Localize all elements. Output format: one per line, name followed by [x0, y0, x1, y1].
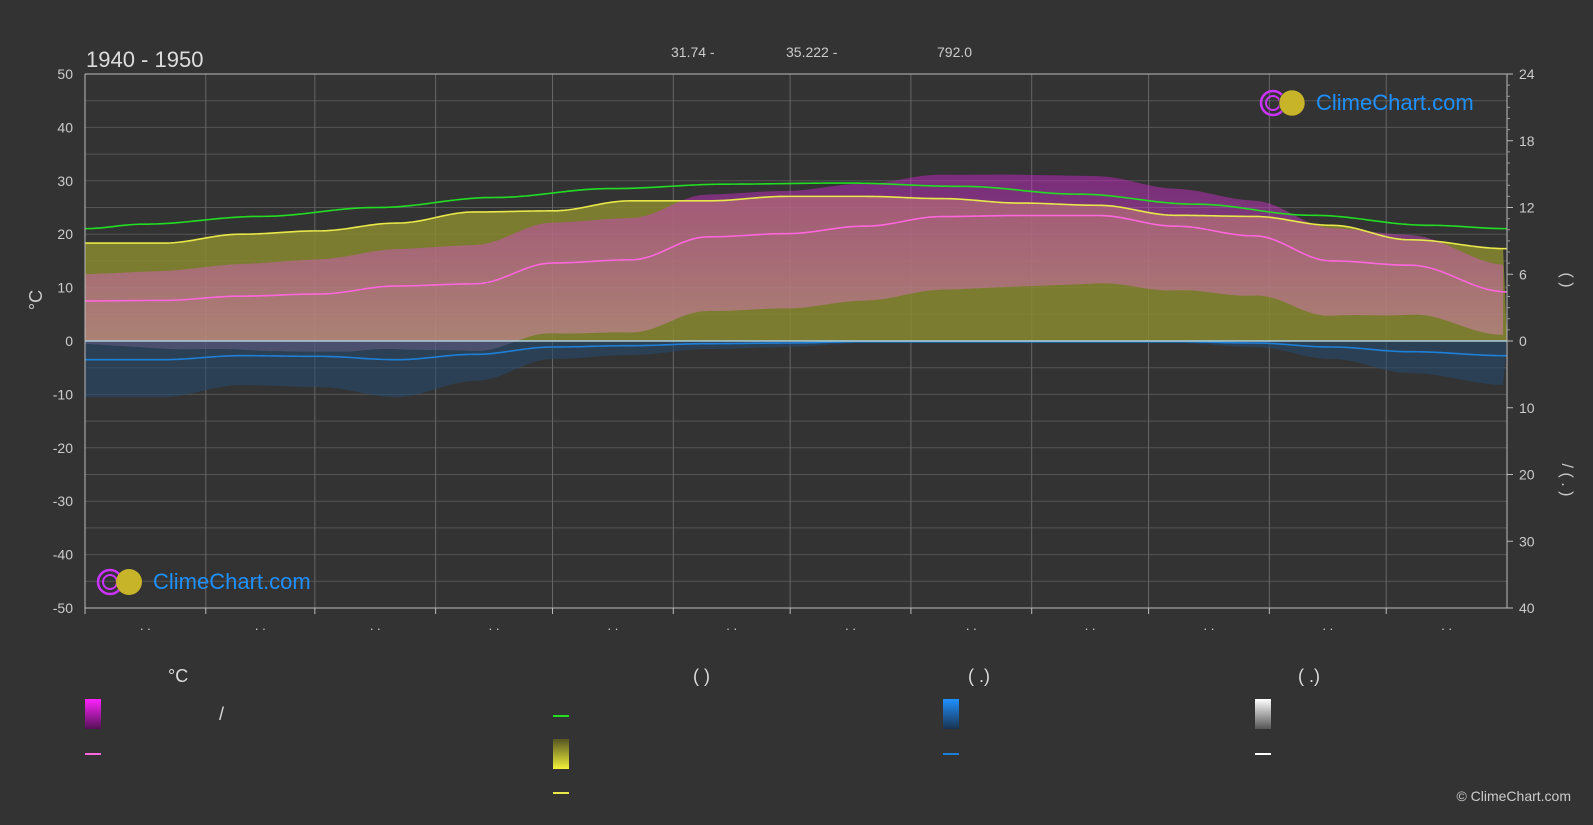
- rain-area: [85, 341, 1507, 398]
- left-tick-label: 0: [65, 333, 73, 349]
- right-tick-label: 18: [1519, 133, 1535, 149]
- legend-swatch-snow: [1255, 699, 1271, 729]
- coordinate-elevation: 792.0: [937, 44, 973, 60]
- legend-swatch-temp-range: [85, 699, 101, 729]
- legend-header-rain: ( .): [968, 666, 990, 686]
- logo-icon: [1259, 89, 1306, 117]
- legend-swatch-snow-line: [1255, 753, 1271, 755]
- legend-swatch-rain-line: [943, 753, 959, 755]
- month-label: . .: [1085, 618, 1096, 633]
- left-tick-label: -10: [53, 386, 73, 402]
- coordinate-latitude: 31.74 -: [671, 44, 715, 60]
- month-label: . .: [370, 618, 381, 633]
- right-axis-title-bottom: / ( . ): [1558, 464, 1575, 497]
- daylight-line: [84, 182, 1508, 230]
- left-tick-label: -30: [53, 493, 73, 509]
- axes: 50 40 30 20 10 0 -10 -20 -30 -40 -50 24 18 12 6 0 10 20 30…: [26, 66, 1575, 633]
- legend-header-snow: ( .): [1298, 666, 1320, 686]
- legend-swatch-max-temp: [85, 753, 101, 755]
- left-tick-label: -50: [53, 600, 73, 616]
- sunshine-line: [85, 195, 1508, 250]
- legend-swatch-sunshine: [553, 739, 569, 769]
- month-label: . .: [845, 618, 856, 633]
- chart-areas: [85, 174, 1507, 398]
- left-tick-label: 30: [57, 173, 73, 189]
- logo-bottom: ClimeChart.com: [95, 567, 311, 597]
- right-axis-title-top: ( ): [1558, 272, 1575, 287]
- legend-swatch-sunshine-line: [553, 792, 569, 794]
- left-tick-label: 20: [57, 226, 73, 242]
- right-tick-label: 6: [1519, 266, 1527, 282]
- right-tick-label: 30: [1519, 533, 1535, 549]
- legend-swatch-rain: [943, 699, 959, 729]
- right-tick-label: 40: [1519, 600, 1535, 616]
- legend-swatch-daylight: [553, 715, 569, 717]
- right-tick-label: 10: [1519, 400, 1535, 416]
- left-tick-label: -20: [53, 440, 73, 456]
- right-tick-label: 24: [1519, 66, 1535, 82]
- month-label: . .: [255, 618, 266, 633]
- left-tick-label: 50: [57, 66, 73, 82]
- logo-text: ClimeChart.com: [153, 569, 311, 594]
- legend-header-temperature: °C: [168, 666, 189, 686]
- left-tick-label: -40: [53, 547, 73, 563]
- left-tick-label: 40: [57, 119, 73, 135]
- month-label: . .: [1322, 618, 1333, 633]
- logo-icon: [96, 568, 142, 596]
- month-label: . .: [1204, 618, 1215, 633]
- logo-top: ClimeChart.com: [1258, 88, 1474, 118]
- right-tick-label: 0: [1519, 333, 1527, 349]
- month-label: . .: [966, 618, 977, 633]
- rain-line: [85, 340, 1508, 361]
- chart-title: 1940 - 1950: [86, 47, 204, 72]
- max-temp-line: [84, 214, 1508, 302]
- month-label: . .: [1441, 618, 1452, 633]
- month-label: . .: [489, 618, 500, 633]
- chart-lines: [84, 182, 1508, 361]
- copyright: © ClimeChart.com: [1456, 788, 1571, 804]
- month-label: . .: [726, 618, 737, 633]
- right-tick-label: 12: [1519, 200, 1535, 216]
- left-tick-label: 10: [57, 280, 73, 296]
- month-label: . .: [607, 618, 618, 633]
- left-axis-title: °C: [26, 290, 46, 310]
- legend-slash: /: [219, 704, 225, 724]
- coordinate-longitude: 35.222 -: [786, 44, 838, 60]
- temperature-range-area: [85, 174, 1504, 352]
- logo-text: ClimeChart.com: [1316, 90, 1474, 115]
- legend-header-sun: ( ): [693, 666, 710, 686]
- month-label: . .: [140, 618, 151, 633]
- right-tick-label: 20: [1519, 467, 1535, 483]
